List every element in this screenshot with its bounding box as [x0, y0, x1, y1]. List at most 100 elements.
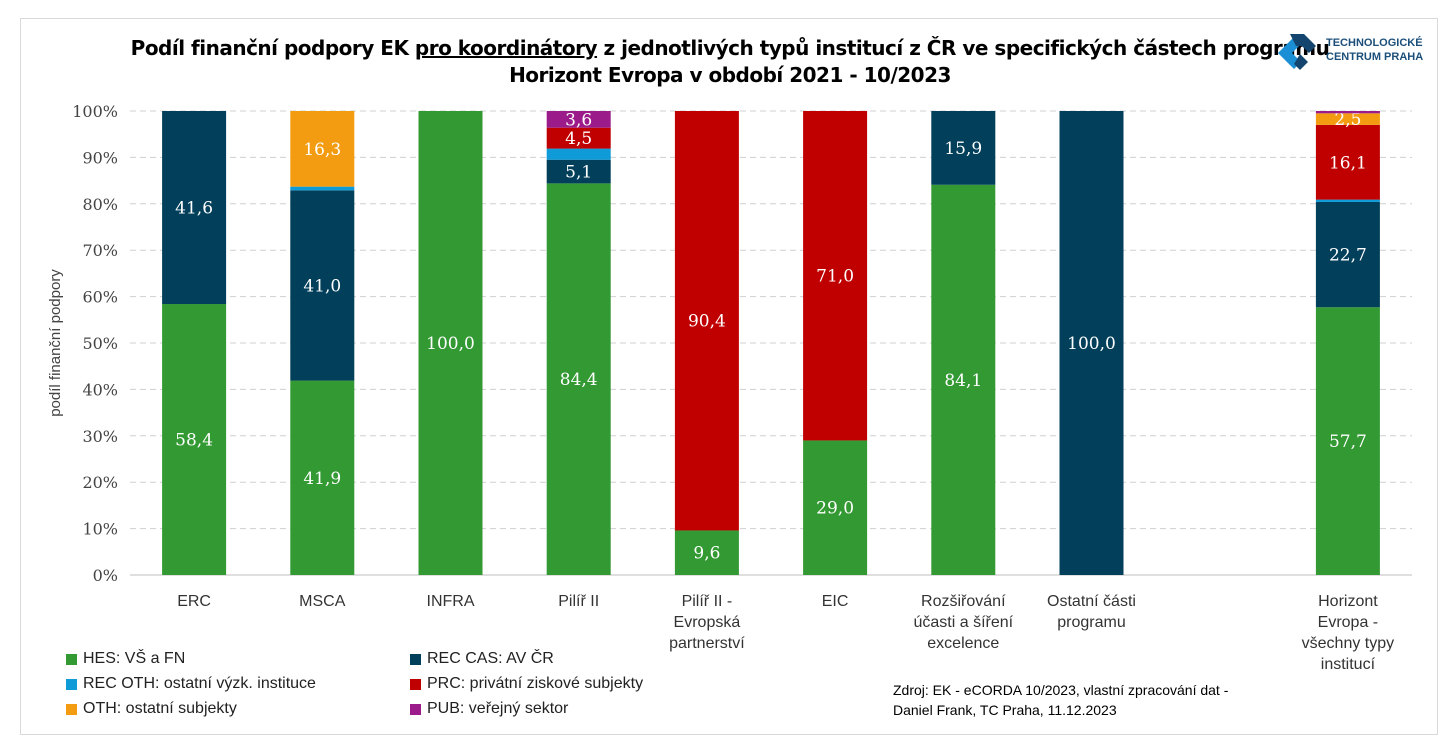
data-label: 2,5 [1334, 110, 1361, 130]
data-label: 41,9 [303, 469, 341, 489]
x-tick-label: excelence [927, 635, 999, 652]
data-label: 41,6 [175, 199, 213, 219]
y-tick-label: 30% [82, 427, 118, 446]
y-tick-label: 80% [82, 195, 118, 214]
title-part: Podíl finanční podpory EK [130, 36, 415, 60]
legend-item: OTH: ostatní subjekty [66, 700, 237, 718]
data-label: 57,7 [1329, 432, 1367, 452]
x-tick-label: Evropská [674, 614, 741, 631]
legend-item: REC CAS: AV ČR [410, 650, 554, 668]
legend-swatch [410, 703, 421, 715]
bar-segment [290, 111, 355, 187]
x-tick-label: Evropa - [1318, 614, 1378, 631]
bar-segment [546, 159, 611, 184]
bar-segment [1315, 124, 1380, 200]
logo-text-2: CENTRUM PRAHA [1326, 51, 1424, 63]
tc-praha-logo: TECHNOLOGICKÉ CENTRUM PRAHA [1274, 30, 1444, 75]
legend-swatch [66, 653, 77, 665]
data-label: 58,4 [175, 431, 213, 451]
legend-swatch [410, 678, 421, 690]
legend-label: PUB: veřejný sektor [427, 700, 569, 717]
legend-swatch [66, 703, 77, 715]
y-tick-label: 90% [82, 148, 118, 167]
data-label: 71,0 [816, 267, 854, 287]
legend-swatch [410, 653, 421, 665]
x-tick-label: účasti a šíření [913, 614, 1013, 631]
title-underlined: pro koordinátory [414, 36, 598, 60]
title-part: z jednotlivých typů institucí z ČR ve sp… [597, 36, 1330, 60]
source-line2: Daniel Frank, TC Praha, 11.12.2023 [893, 702, 1117, 718]
x-tick-label: partnerství [669, 635, 745, 652]
y-tick-label: 10% [82, 520, 118, 539]
data-label: 3,6 [565, 110, 592, 130]
legend-item: REC OTH: ostatní výzk. instituce [66, 675, 316, 693]
x-tick-label: Pilíř II - [682, 593, 733, 610]
logo-icon [1278, 34, 1316, 70]
y-axis-title: podíl finanční podpory [47, 269, 64, 417]
data-label: 16,3 [303, 140, 341, 160]
data-label: 5,1 [565, 163, 592, 183]
x-tick-label: EIC [822, 593, 849, 610]
x-tick-label: Horizont [1318, 593, 1378, 610]
bar-segment [290, 186, 355, 191]
data-label: 90,4 [688, 312, 726, 332]
y-tick-label: 60% [82, 288, 118, 307]
x-tick-label: Ostatní části [1047, 593, 1136, 610]
bar-segment [674, 111, 739, 531]
data-label: 41,0 [303, 276, 341, 296]
chart-title-line2: Horizont Evropa v období 2021 - 10/2023 [509, 63, 951, 87]
x-tick-label: programu [1057, 614, 1125, 631]
y-tick-label: 40% [82, 380, 118, 399]
data-label: 100,0 [1067, 334, 1116, 354]
x-tick-label: všechny typy [1302, 635, 1394, 652]
y-tick-label: 70% [82, 241, 118, 260]
y-tick-label: 50% [82, 334, 118, 353]
legend-swatch [66, 678, 77, 690]
y-tick-label: 20% [82, 473, 118, 492]
bar-segment [1315, 199, 1380, 202]
source-line1: Zdroj: EK - eCORDA 10/2023, vlastní zpra… [893, 682, 1229, 698]
x-tick-label: institucí [1321, 656, 1376, 673]
bar-segment [546, 111, 611, 128]
bar-segment [803, 111, 868, 441]
data-label: 100,0 [426, 334, 475, 354]
legend-item: HES: VŠ a FN [66, 650, 185, 668]
x-tick-label: MSCA [299, 593, 346, 610]
legend-label: PRC: privátní ziskové subjekty [427, 675, 644, 692]
data-label: 9,6 [693, 544, 720, 564]
chart-frame [20, 18, 1438, 735]
x-tick-label: Rozšiřování [921, 593, 1006, 610]
y-tick-label: 100% [72, 102, 118, 121]
bar-segment [290, 190, 355, 381]
data-label: 22,7 [1329, 246, 1367, 266]
bar-segment [290, 380, 355, 575]
y-tick-label: 0% [93, 566, 118, 585]
bar-segment [162, 304, 227, 575]
data-label: 84,1 [944, 371, 982, 391]
bar-segment [1315, 307, 1380, 575]
bar-segment [1315, 201, 1380, 308]
chart-title-line1: Podíl finanční podpory EK pro koordináto… [130, 36, 1330, 60]
bar-segment [546, 127, 611, 149]
bar-segment [1315, 113, 1380, 125]
bar-segment [1059, 111, 1124, 575]
bar-segment [1315, 111, 1380, 114]
data-label: 15,9 [944, 139, 982, 159]
bar-segment [162, 111, 227, 305]
bar-segment [803, 440, 868, 575]
bar-segment [931, 184, 996, 575]
data-label: 16,1 [1329, 153, 1367, 173]
bar-segment [546, 148, 611, 160]
x-tick-label: ERC [177, 593, 211, 610]
legend-label: HES: VŠ a FN [83, 650, 186, 667]
source-note: Zdroj: EK - eCORDA 10/2023, vlastní zpra… [893, 680, 1228, 720]
legend-label: REC OTH: ostatní výzk. instituce [83, 675, 316, 692]
bar-segment [546, 183, 611, 575]
legend-label: REC CAS: AV ČR [427, 650, 554, 667]
data-label: 29,0 [816, 499, 854, 519]
data-label: 4,5 [565, 129, 592, 149]
x-tick-label: Pilíř II [558, 593, 599, 610]
x-tick-label: INFRA [427, 593, 475, 610]
bar-segment [418, 111, 483, 575]
